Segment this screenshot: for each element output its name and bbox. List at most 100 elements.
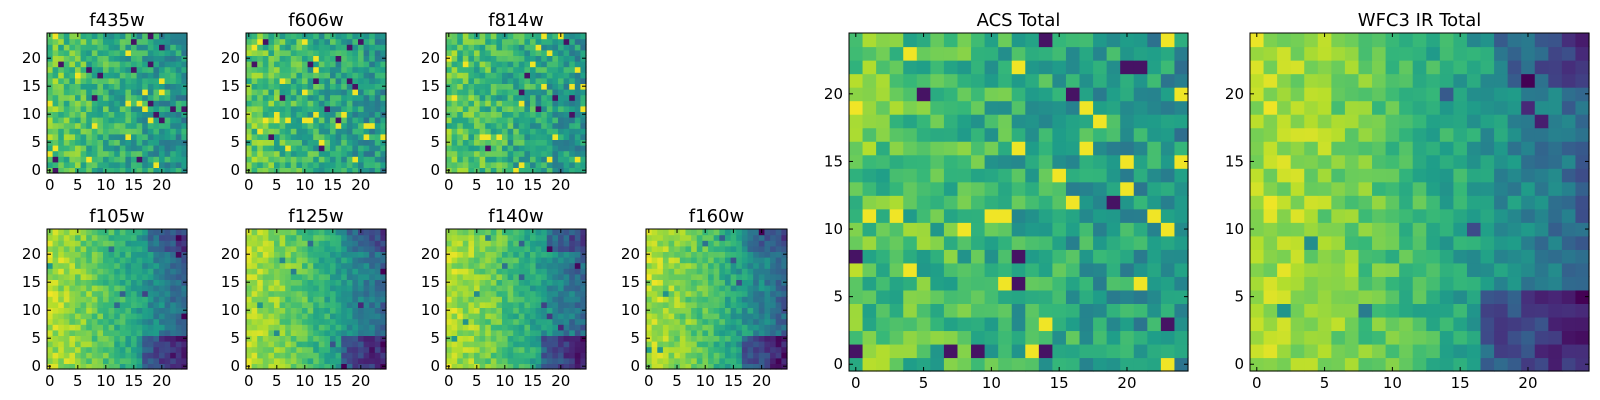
heatmap-cell: [268, 335, 275, 342]
heatmap-cell: [313, 268, 320, 275]
heatmap-cell: [318, 72, 325, 79]
heatmap-cell: [380, 329, 387, 336]
heatmap-cell: [563, 262, 570, 269]
heatmap-cell: [457, 352, 464, 359]
heatmap-cell: [474, 49, 481, 56]
heatmap-cell: [713, 285, 720, 292]
heatmap-cell: [296, 156, 303, 163]
heatmap-cell: [474, 111, 481, 118]
heatmap-cell: [530, 329, 537, 336]
x-tick-label: 10: [495, 372, 514, 390]
heatmap-cell: [513, 117, 520, 124]
heatmap-cell: [876, 195, 891, 210]
heatmap-cell: [708, 257, 715, 264]
heatmap-cell: [457, 44, 464, 51]
heatmap-cell: [1133, 195, 1148, 210]
heatmap-cell: [546, 296, 553, 303]
heatmap-cell: [164, 357, 171, 364]
heatmap-cell: [552, 352, 559, 359]
heatmap-cell: [324, 161, 331, 168]
heatmap-cell: [159, 77, 166, 84]
heatmap-cell: [513, 61, 520, 68]
heatmap-cell: [468, 89, 475, 96]
heatmap-cell: [496, 128, 503, 135]
heatmap-cell: [753, 257, 760, 264]
heatmap-cell: [541, 89, 548, 96]
heatmap-cell: [957, 168, 972, 183]
heatmap-cell: [1174, 343, 1189, 359]
heatmap-cell: [103, 268, 110, 275]
heatmap-cell: [352, 105, 359, 112]
heatmap-cell: [262, 234, 269, 241]
heatmap-cell: [75, 38, 82, 45]
heatmap-cell: [369, 301, 376, 308]
heatmap-cell: [998, 357, 1013, 372]
heatmap-cell: [541, 324, 548, 331]
heatmap-cell: [775, 229, 782, 236]
heatmap-cell: [457, 257, 464, 264]
heatmap-cell: [58, 139, 65, 146]
heatmap-cell: [58, 161, 65, 168]
heatmap-cell: [451, 139, 458, 146]
heatmap-cells: [246, 33, 387, 174]
heatmap-cell: [724, 301, 732, 308]
heatmap-cell: [451, 94, 458, 101]
heatmap-cell: [691, 352, 698, 359]
heatmap-cell: [781, 341, 788, 348]
heatmap-cell: [335, 77, 342, 84]
heatmap-cell: [530, 38, 537, 45]
heatmap-cell: [380, 324, 387, 331]
heatmap-cell: [374, 105, 381, 112]
heatmap-cell: [546, 352, 553, 359]
heatmap-cell: [1147, 316, 1162, 332]
heatmap-cell: [346, 229, 353, 236]
heatmap-cell: [52, 329, 59, 336]
heatmap-cell: [268, 111, 275, 118]
heatmap-cell: [374, 245, 381, 252]
heatmap-cell: [341, 229, 348, 236]
heatmap-cell: [119, 273, 126, 280]
heatmap-cell: [279, 150, 286, 157]
heatmap-cell: [657, 329, 664, 336]
heatmap-cell: [91, 94, 98, 101]
heatmap-cell: [957, 181, 972, 196]
heatmap-cell: [358, 105, 365, 112]
heatmap-cell: [446, 245, 453, 252]
heatmap-cell: [546, 357, 553, 364]
heatmap-cell: [662, 363, 670, 370]
heatmap-cell: [479, 229, 486, 236]
heatmap-cell: [1133, 181, 1148, 196]
heatmap-cell: [170, 318, 177, 325]
heatmap-cell: [119, 150, 126, 157]
heatmap-cell: [91, 363, 98, 370]
heatmap-cell: [524, 307, 531, 314]
heatmap-cell: [674, 290, 681, 297]
heatmap-cell: [352, 352, 359, 359]
heatmap-cell: [52, 161, 59, 168]
heatmap-cell: [524, 329, 531, 336]
heatmap-cell: [569, 89, 576, 96]
heatmap-cell: [246, 117, 253, 124]
heatmap-cell: [380, 352, 387, 359]
heatmap-cell: [569, 72, 576, 79]
heatmap-cell: [563, 240, 570, 247]
heatmap-cell: [125, 318, 132, 325]
heatmap-cell: [47, 245, 54, 252]
heatmap-cell: [131, 44, 138, 51]
heatmap-cell: [651, 307, 658, 314]
heatmap-cell: [462, 296, 469, 303]
heatmap-cell: [251, 77, 258, 84]
heatmap-cell: [285, 133, 292, 140]
heatmap-cell: [330, 357, 337, 364]
heatmap-cell: [103, 122, 110, 129]
heatmap-cell: [374, 44, 381, 51]
heatmap-cell: [685, 352, 692, 359]
heatmap-cell: [91, 268, 98, 275]
heatmap-cell: [1174, 222, 1189, 237]
heatmap-cell: [862, 195, 877, 210]
heatmap-cell: [916, 303, 931, 318]
heatmap-cell: [274, 133, 281, 140]
heatmap-cell: [1025, 357, 1040, 372]
heatmap-cell: [307, 105, 314, 112]
heatmap-cell: [747, 307, 754, 314]
